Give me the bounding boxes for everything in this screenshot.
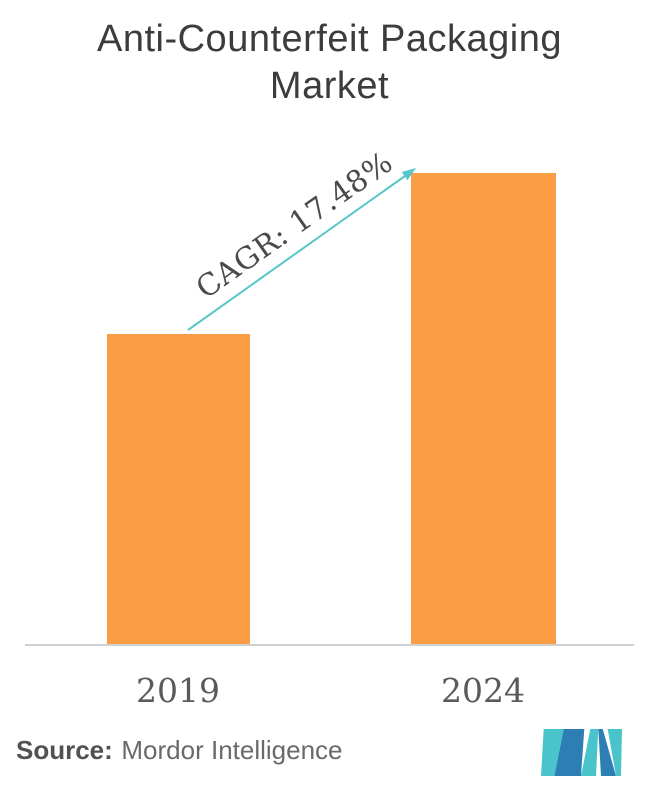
x-tick-label-2024: 2024 xyxy=(441,671,525,710)
x-axis-line xyxy=(25,644,634,646)
source-attribution: Source: Mordor Intelligence xyxy=(16,735,343,765)
logo-middle-teal-stroke xyxy=(581,729,599,776)
logo-right-teal-stroke xyxy=(607,729,622,776)
bar-2024 xyxy=(411,173,556,644)
logo-left-teal-stroke xyxy=(541,729,564,776)
source-label: Source: xyxy=(16,735,113,765)
chart-title-line1: Anti-Counterfeit Packaging xyxy=(96,18,563,60)
chart-title-line2: Market xyxy=(269,65,390,107)
x-tick-label-2019: 2019 xyxy=(136,671,220,710)
bar-2019 xyxy=(107,334,250,644)
source-value: Mordor Intelligence xyxy=(121,735,343,765)
cagr-label: CAGR: 17.48% xyxy=(189,144,400,307)
mordor-intelligence-logo-icon xyxy=(541,729,622,776)
chart-title: Anti-Counterfeit Packaging Market xyxy=(0,16,659,110)
logo-right-blue-stroke xyxy=(598,729,616,776)
logo-left-blue-stroke xyxy=(554,729,585,776)
